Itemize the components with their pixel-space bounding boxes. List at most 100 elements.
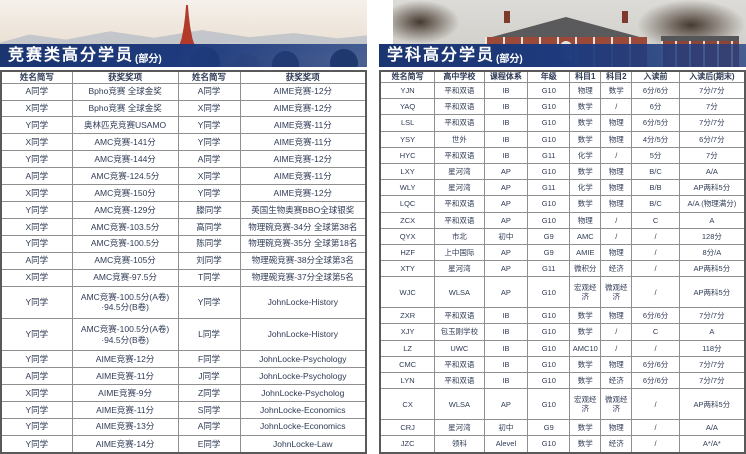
table-cell: Bpho竞赛 全球金奖 [71, 82, 179, 101]
table-cell: YSY [379, 130, 436, 148]
table-cell: 化学 [569, 146, 602, 165]
table-cell: 平和双语 [434, 114, 485, 132]
table-cell: XJY [379, 323, 436, 341]
table-row: YJN 平和双语 IB G10 物理 数学 6分/6分 7分/7分 [379, 81, 746, 100]
chimney [621, 11, 628, 23]
table-cell: X同学 [177, 99, 241, 118]
table-cell: 物理碗竞赛-37分全球第5名 [239, 268, 367, 287]
table-row: QYX 市北 初中 G9 AMC //128分 [379, 227, 746, 246]
table-cell: / [631, 244, 680, 262]
table-cell: 化学 [569, 179, 602, 197]
table-cell: A*/A* [678, 435, 746, 454]
table-cell: JohnLocke-History [239, 317, 367, 352]
table-cell: L同学 [177, 317, 241, 352]
table-row: X同学 AMC竞赛-103.5分 高同学 物理碗竞赛-34分 全球第38名 [0, 217, 367, 236]
table-cell: 数学 [600, 81, 633, 100]
table-cell: / [631, 388, 680, 421]
table-cell: / [600, 98, 633, 116]
table-cell: JohnLocke-History [239, 285, 367, 319]
table-cell: AIME竞赛-11分 [239, 133, 367, 152]
table-cell: 6分/5分 [631, 114, 680, 132]
table-row: Y同学 AMC竞赛-100.5分(A卷) ·94.5分(B卷) Y同学 JohnLoc… [0, 285, 367, 319]
table-row: LSL 平和双语 IB G10 数学 物理 6分/5分 7分/7分 [379, 114, 746, 132]
table-cell: AMC竞赛-100.5分(A卷) ·94.5分(B卷) [71, 317, 179, 352]
table-cell: AP [483, 195, 529, 213]
table-row: Y同学 AIME竞赛-11分 S同学 JohnLocke-Economics [0, 400, 367, 419]
column-header: 姓名简写 [379, 70, 436, 83]
table-cell: 陈同学 [177, 234, 241, 253]
column-header: 课程体系 [483, 70, 529, 83]
summit-photo: 竞赛类高分学员 (部分) [0, 0, 367, 67]
table-cell: Y同学 [177, 116, 241, 135]
table-cell: AIME竞赛-14分 [71, 434, 179, 454]
table-cell: 微观经济 [600, 388, 633, 421]
table-cell: AIME竞赛-12分 [239, 184, 367, 202]
subject-banner: 学科高分学员 (部分) [379, 44, 746, 67]
table-cell: IB [483, 323, 529, 341]
table-cell: G11 [527, 179, 571, 197]
table-cell: AIME竞赛-12分 [239, 150, 367, 169]
table-row: A同学 AMC竞赛-105分 刘同学 物理碗竞赛-38分全球第3名 [0, 251, 367, 270]
table-cell: C [631, 211, 680, 229]
table-cell: AP [483, 388, 529, 421]
table-cell: WLY [379, 179, 436, 197]
table-cell: LZ [379, 339, 436, 357]
table-cell: AMC竞赛-100.5分(A卷) ·94.5分(B卷) [71, 285, 179, 319]
table-cell: A同学 [0, 82, 73, 101]
table-cell: 7分/7分 [678, 355, 746, 374]
subject-title-suffix: (部分) [496, 53, 523, 65]
table-cell: G10 [527, 323, 571, 341]
table-cell: G9 [527, 227, 571, 246]
table-cell: CMC [379, 355, 436, 374]
table-cell: Y同学 [0, 285, 73, 319]
table-row: CX WLSA AP G10 宏观经济 微观经济 / AP两科5分 [379, 388, 746, 421]
table-row: X同学 AMC竞赛-97.5分 T同学 物理碗竞赛-37分全球第5名 [0, 268, 367, 287]
table-row: Y同学 AMC竞赛-100.5分 陈同学 物理碗竞赛-35分 全球第18名 [0, 234, 367, 253]
table-cell: JohnLocke-Psychology [239, 367, 367, 386]
table-cell: / [631, 419, 680, 437]
table-cell: AMC竞赛-103.5分 [71, 217, 179, 236]
tree-left [393, 0, 475, 52]
table-cell: AMC竞赛-97.5分 [71, 268, 179, 287]
table-cell: AP两科5分 [678, 388, 746, 421]
table-row: XJY 包玉刚学校 IB G10 数学 / C A [379, 323, 746, 341]
table-row: Y同学 AIME竞赛-14分 E同学 JohnLocke-Law [0, 434, 367, 454]
table-cell: G10 [527, 372, 571, 390]
table-cell: AMC竞赛-141分 [71, 133, 179, 152]
table-cell: 7分 [678, 98, 746, 116]
table-cell: 5分 [631, 146, 680, 165]
table-cell: AP [483, 244, 529, 262]
table-cell: AP两科5分 [678, 179, 746, 197]
table-cell: AP [483, 276, 529, 309]
table-cell: 物理 [569, 211, 602, 229]
table-cell: 初中 [483, 419, 529, 437]
table-row: ZXR 平和双语 IB G10 数学 物理 6分/6分 7分/7分 [379, 307, 746, 325]
table-cell: S同学 [177, 400, 241, 419]
table-cell: AP两科5分 [678, 276, 746, 309]
subject-table: 姓名简写 高中学校 课程体系 年级 科目1 科目2 入读前 入读后(期末) YJN 平和双语 IB G… [379, 70, 746, 454]
table-cell: WJC [379, 276, 436, 309]
table-cell: 数学 [569, 419, 602, 437]
table-row: WJC WLSA AP G10 宏观经济 微观经济 / AP两科5分 [379, 276, 746, 309]
table-cell: / [631, 435, 680, 454]
table-cell: 7分 [678, 146, 746, 165]
column-header: 获奖奖项 [239, 70, 367, 84]
table-cell: A同学 [177, 417, 241, 436]
table-cell: AMC竞赛-105分 [71, 251, 179, 270]
table-row: YAQ 平和双语 IB G10 数学/6分 7分 [379, 98, 746, 116]
table-cell: X同学 [177, 167, 241, 186]
competition-panel: 竞赛类高分学员 (部分) 姓名简写 获奖奖项 姓名简写 获奖奖项 A同学 Bpho竞赛 全… [0, 0, 367, 454]
table-row: LXY 星河湾 AP G10 数学 物理 B/C A/A [379, 163, 746, 181]
table-cell: G10 [527, 211, 571, 229]
table-cell: 市北 [434, 227, 485, 246]
column-header: 姓名简写 [177, 70, 241, 84]
table-cell: A同学 [0, 367, 73, 386]
table-cell: 初中 [483, 227, 529, 246]
table-row: A同学 AMC竞赛-124.5分 X同学 AIME竞赛-11分 [0, 167, 367, 186]
table-cell: LYN [379, 372, 436, 390]
table-cell: AP [483, 179, 529, 197]
table-cell: YJN [379, 81, 436, 100]
table-cell: AMC竞赛-124.5分 [71, 167, 179, 186]
table-row: CMC 平和双语 IB G10 数学 物理 6分/6分 7分/7分 [379, 355, 746, 374]
table-row: LZ UWC IB G10 AMC10//118分 [379, 339, 746, 357]
